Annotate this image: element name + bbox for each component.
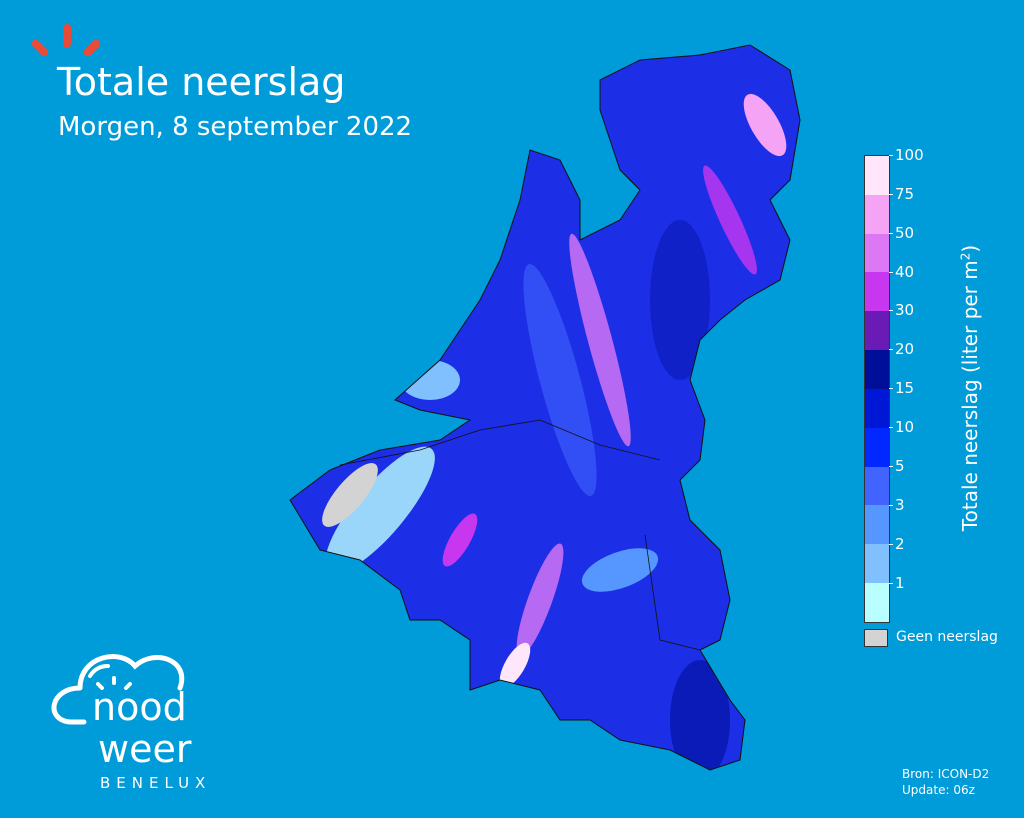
colorbar-tick: 1	[889, 574, 905, 592]
colorbar-label-text: Totale neerslag (liter per m	[958, 260, 982, 532]
logo-spark-icon	[63, 24, 71, 48]
colorbar-tick: 10	[888, 418, 915, 436]
colorbar	[864, 155, 890, 623]
source-text: Bron: ICON-D2	[902, 767, 990, 781]
colorbar-segment	[865, 311, 889, 351]
colorbar-segment	[865, 583, 889, 622]
colorbar-tick: 2	[889, 535, 905, 553]
country-outline	[289, 44, 801, 771]
colorbar-tick: 3	[889, 496, 905, 514]
colorbar-segment	[865, 272, 889, 312]
colorbar-tick: 75	[888, 185, 915, 203]
colorbar-segment	[865, 350, 889, 389]
logo-text-benelux: BENELUX	[100, 774, 212, 792]
colorbar-tick: 5	[889, 457, 905, 475]
colorbar-segment	[865, 544, 889, 584]
border-be-lu	[644, 534, 701, 651]
colorbar-segment	[865, 427, 889, 467]
logo-text-weer: weer	[98, 727, 192, 771]
land-area	[290, 45, 800, 770]
colorbar-tick: 100	[889, 146, 924, 164]
colorbar-label-sup: 2	[958, 252, 973, 261]
logo-text-nood: nood	[92, 685, 187, 729]
colorbar-segment	[865, 194, 889, 234]
colorbar-label: Totale neerslag (liter per m2)	[958, 245, 982, 531]
page-title: Totale neerslag	[57, 60, 346, 104]
colorbar-segment	[865, 388, 889, 428]
colorbar-tick: 40	[888, 263, 915, 281]
colorbar-tick: 50	[888, 224, 915, 242]
colorbar-segment	[865, 156, 889, 195]
colorbar-label-end: )	[958, 244, 982, 253]
border-nl-be	[339, 419, 661, 466]
colorbar-tick: 20	[888, 340, 915, 358]
colorbar-tick: 15	[888, 379, 915, 397]
source-info: Bron: ICON-D2 Update: 06z	[902, 766, 989, 798]
colorbar-tick: 30	[888, 301, 915, 319]
noodweer-logo: nood weer	[51, 654, 192, 771]
colorbar-segment	[865, 466, 889, 506]
no-data-label: Geen neerslag	[896, 629, 998, 645]
colorbar-segment	[865, 505, 889, 545]
page-subtitle: Morgen, 8 september 2022	[58, 112, 413, 142]
update-text: Update: 06z	[902, 783, 975, 797]
colorbar-segment	[865, 233, 889, 273]
no-data-swatch	[864, 629, 888, 647]
